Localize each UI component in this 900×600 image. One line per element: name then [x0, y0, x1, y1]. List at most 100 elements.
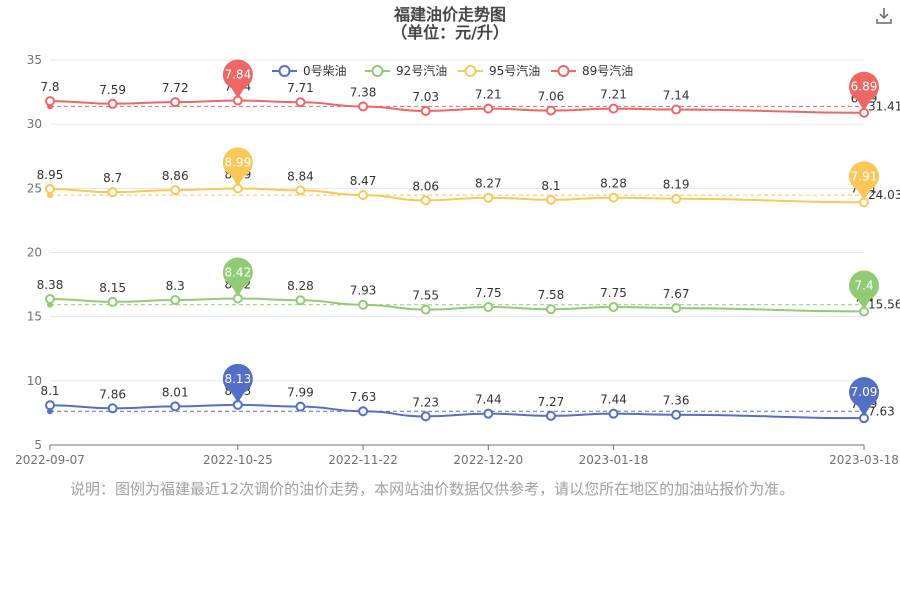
data-point[interactable]	[107, 187, 118, 198]
data-point[interactable]	[107, 98, 118, 109]
data-point[interactable]	[295, 295, 306, 306]
x-axis: 2022-09-07 2022-10-25 2022-11-22 2022-12-20…	[15, 444, 899, 467]
data-label: 7.21	[600, 88, 627, 102]
average-label: 15.56	[868, 298, 900, 312]
legend-item[interactable]: 95号汽油	[458, 63, 540, 78]
data-label: 7.59	[99, 83, 126, 97]
data-point[interactable]	[671, 409, 682, 420]
data-point[interactable]	[420, 411, 431, 422]
data-label: 7.72	[162, 81, 189, 95]
x-tick-label: 2023-01-18	[579, 453, 649, 467]
max-pin-head	[222, 147, 253, 178]
data-label: 8.86	[162, 169, 189, 183]
data-point[interactable]	[45, 96, 55, 107]
data-point[interactable]	[170, 97, 181, 108]
data-point[interactable]	[295, 97, 306, 108]
data-point[interactable]	[545, 410, 556, 421]
data-point[interactable]	[45, 183, 55, 194]
data-point[interactable]	[671, 193, 682, 204]
legend[interactable]: 0号柴油 92号汽油 95号汽油 89号汽油	[272, 63, 633, 78]
average-label: 31.41	[868, 99, 900, 113]
data-label: 7.21	[475, 88, 502, 102]
data-point[interactable]	[483, 192, 494, 203]
data-point[interactable]	[545, 304, 556, 315]
data-point[interactable]	[358, 101, 369, 112]
min-pin-label: 6.89	[851, 80, 878, 94]
data-point[interactable]	[608, 103, 619, 114]
y-tick-label: 25	[27, 181, 42, 195]
legend-item[interactable]: 0号柴油	[272, 64, 347, 78]
data-label: 7.36	[663, 394, 690, 408]
max-pin: 8.13	[222, 363, 253, 403]
data-point[interactable]	[358, 190, 369, 201]
data-label: 7.44	[475, 393, 502, 407]
data-point[interactable]	[608, 302, 619, 313]
max-pin-head	[222, 59, 253, 90]
legend-label: 92号汽油	[396, 63, 447, 78]
data-label: 7.67	[663, 287, 690, 301]
x-tick-label: 2022-11-22	[328, 453, 398, 467]
data-point[interactable]	[358, 299, 369, 310]
data-point[interactable]	[420, 195, 431, 206]
data-point[interactable]	[45, 400, 55, 411]
min-pin-label: 7.09	[851, 385, 878, 399]
data-point[interactable]	[107, 403, 118, 414]
legend-label: 89号汽油	[582, 63, 633, 78]
data-point[interactable]	[545, 194, 556, 205]
data-point[interactable]	[170, 185, 181, 196]
data-point[interactable]	[170, 294, 181, 305]
data-point[interactable]	[483, 103, 494, 114]
data-label: 8.19	[663, 178, 690, 192]
min-pin: 6.89	[849, 71, 879, 111]
data-point[interactable]	[170, 401, 181, 412]
y-tick-label: 30	[27, 117, 42, 131]
y-tick-label: 15	[27, 310, 42, 324]
data-point[interactable]	[608, 408, 619, 419]
legend-marker	[557, 65, 570, 77]
min-pin-label: 7.91	[851, 169, 878, 183]
min-pin-head	[849, 270, 879, 301]
legend-label: 0号柴油	[303, 64, 347, 78]
max-pin-head	[222, 257, 253, 288]
average-label: 24.03	[868, 188, 900, 202]
data-label: 7.93	[350, 284, 377, 298]
download-icon[interactable]	[874, 6, 894, 26]
data-point[interactable]	[358, 406, 369, 417]
data-point[interactable]	[420, 105, 431, 116]
legend-item[interactable]: 92号汽油	[365, 63, 447, 78]
data-label: 7.03	[412, 90, 439, 104]
min-pin-head	[849, 161, 879, 192]
data-point[interactable]	[45, 293, 55, 304]
data-point[interactable]	[671, 104, 682, 115]
legend-item[interactable]: 89号汽油	[551, 63, 633, 78]
legend-marker	[371, 65, 384, 77]
data-point[interactable]	[107, 296, 118, 307]
data-point[interactable]	[483, 302, 494, 313]
data-label: 7.55	[412, 289, 439, 303]
data-point[interactable]	[608, 192, 619, 203]
data-point[interactable]	[295, 185, 306, 196]
data-point[interactable]	[483, 408, 494, 419]
data-label: 7.58	[538, 288, 565, 302]
data-label: 8.38	[37, 278, 64, 292]
x-tick-label: 2022-12-20	[453, 453, 523, 467]
min-pin-head	[849, 71, 879, 102]
data-label: 8.47	[350, 174, 377, 188]
average-label: 7.63	[868, 404, 895, 418]
data-point[interactable]	[295, 401, 306, 412]
data-label: 8.06	[412, 179, 439, 193]
min-pin-label: 7.4	[854, 279, 873, 293]
max-pin-label: 8.13	[224, 372, 251, 386]
series-2: 24.03 8.95 8.7 8.86 8.99 8.84 8.47 8.06 8.27 8.1 8…	[37, 147, 900, 208]
y-tick-label: 5	[34, 438, 42, 452]
data-point[interactable]	[545, 105, 556, 116]
data-point[interactable]	[420, 304, 431, 315]
data-label: 8.27	[475, 177, 502, 191]
min-pin: 7.09	[849, 377, 879, 417]
data-label: 7.75	[475, 286, 502, 300]
data-label: 8.1	[541, 179, 560, 193]
data-label: 7.27	[538, 395, 565, 409]
data-label: 8.84	[287, 169, 314, 183]
data-point[interactable]	[671, 303, 682, 314]
legend-label: 95号汽油	[489, 63, 540, 78]
